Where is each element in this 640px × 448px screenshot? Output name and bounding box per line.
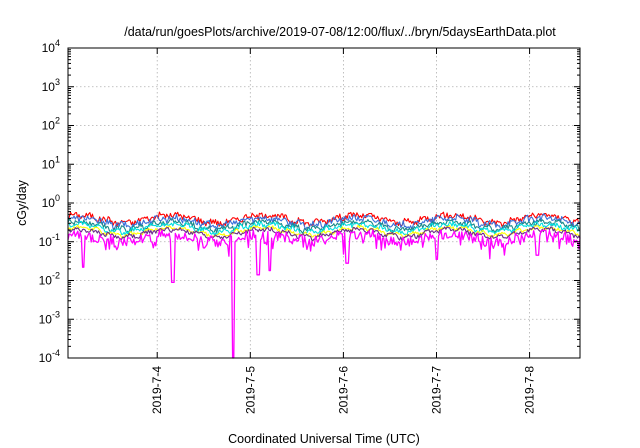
y-tick-label: 10-2 [39,271,60,288]
x-tick-label: 2019-7-7 [429,366,443,414]
x-tick-label: 2019-7-4 [150,366,164,414]
y-tick-label: 10-1 [39,232,60,249]
plot-frame [67,47,581,359]
y-tick-label: 10-4 [39,348,60,365]
y-tick-label: 104 [42,38,60,55]
grid-layer [68,48,580,358]
axis-layer: 10-4 10-3 10-2 10-1 100 101 102 103 104 2019-7-4 2… [39,38,581,414]
y-tick-label: 103 [42,77,60,94]
x-axis-label: Coordinated Universal Time (UTC) [228,432,420,446]
y-tick-label: 102 [42,116,60,133]
x-tick-label: 2019-7-8 [523,366,537,414]
series-line [67,229,581,359]
x-tick-label: 2019-7-6 [336,366,350,414]
series-line [67,211,581,228]
y-axis-label: cGy/day [15,179,29,226]
series-line [67,218,581,234]
chart-title: /data/run/goesPlots/archive/2019-07-08/1… [124,25,556,39]
y-tick-label: 100 [42,193,60,210]
series-line [67,226,581,242]
x-tick-label: 2019-7-5 [243,366,257,414]
y-tick-label: 101 [42,154,60,171]
series-layer [67,211,581,359]
y-tick-label: 10-3 [39,309,60,326]
